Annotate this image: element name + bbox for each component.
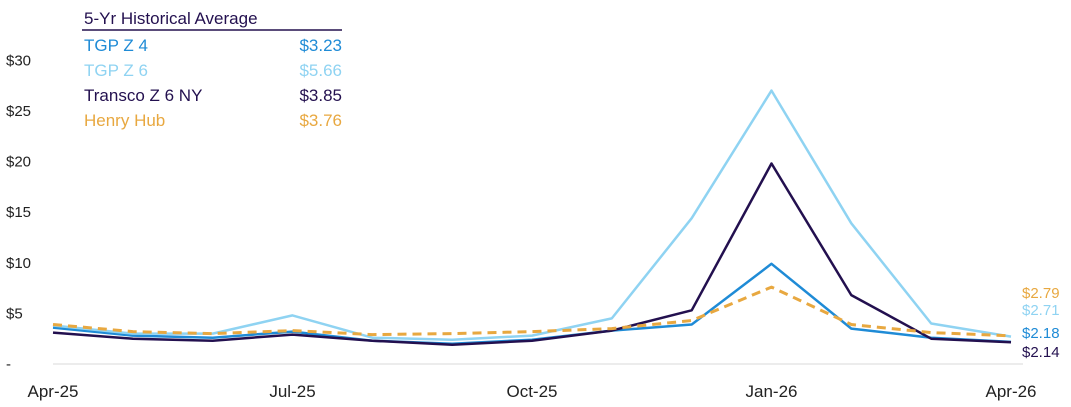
- series-line-transco-z-6-ny: [52, 162, 1012, 347]
- legend-item-label: Henry Hub: [84, 111, 165, 130]
- legend-item-label: Transco Z 6 NY: [84, 86, 202, 105]
- x-tick-label: Jan-26: [746, 382, 798, 401]
- legend-item-label: TGP Z 4: [84, 36, 148, 55]
- y-tick-label: -: [6, 356, 11, 373]
- end-value-label: $2.14: [1022, 344, 1060, 361]
- y-tick-label: $15: [6, 204, 31, 221]
- end-value-label: $2.79: [1022, 285, 1060, 302]
- y-tick-label: $20: [6, 154, 31, 171]
- x-tick-label: Apr-26: [985, 382, 1036, 401]
- legend: 5-Yr Historical Average TGP Z 4 $3.23 TGP …: [82, 9, 342, 130]
- legend-title: 5-Yr Historical Average: [84, 9, 258, 28]
- end-value-label: $2.71: [1022, 302, 1060, 319]
- legend-item-value: $3.23: [299, 36, 342, 55]
- y-tick-label: $10: [6, 255, 31, 272]
- legend-item-label: TGP Z 6: [84, 61, 148, 80]
- x-tick-label: Apr-25: [27, 382, 78, 401]
- y-tick-label: $25: [6, 103, 31, 120]
- y-tick-label: $30: [6, 52, 31, 69]
- legend-item-value: $3.85: [299, 86, 342, 105]
- y-tick-label: $5: [6, 305, 23, 322]
- series-line-henry-hub: [52, 285, 1012, 338]
- series-line-tgp-z-6: [52, 89, 1012, 341]
- legend-item-value: $5.66: [299, 61, 342, 80]
- end-labels: $2.79$2.71 $2.18 $2.14: [1022, 285, 1060, 361]
- end-value-label: $2.18: [1022, 325, 1060, 342]
- x-tick-label: Jul-25: [269, 382, 315, 401]
- axes: - $5 $10 $15 $20 $25 $30 Apr-25 Jul-25 Oct-25 Jan-…: [6, 52, 1037, 401]
- series-lines: [52, 89, 1012, 347]
- x-tick-label: Oct-25: [506, 382, 557, 401]
- legend-item-value: $3.76: [299, 111, 342, 130]
